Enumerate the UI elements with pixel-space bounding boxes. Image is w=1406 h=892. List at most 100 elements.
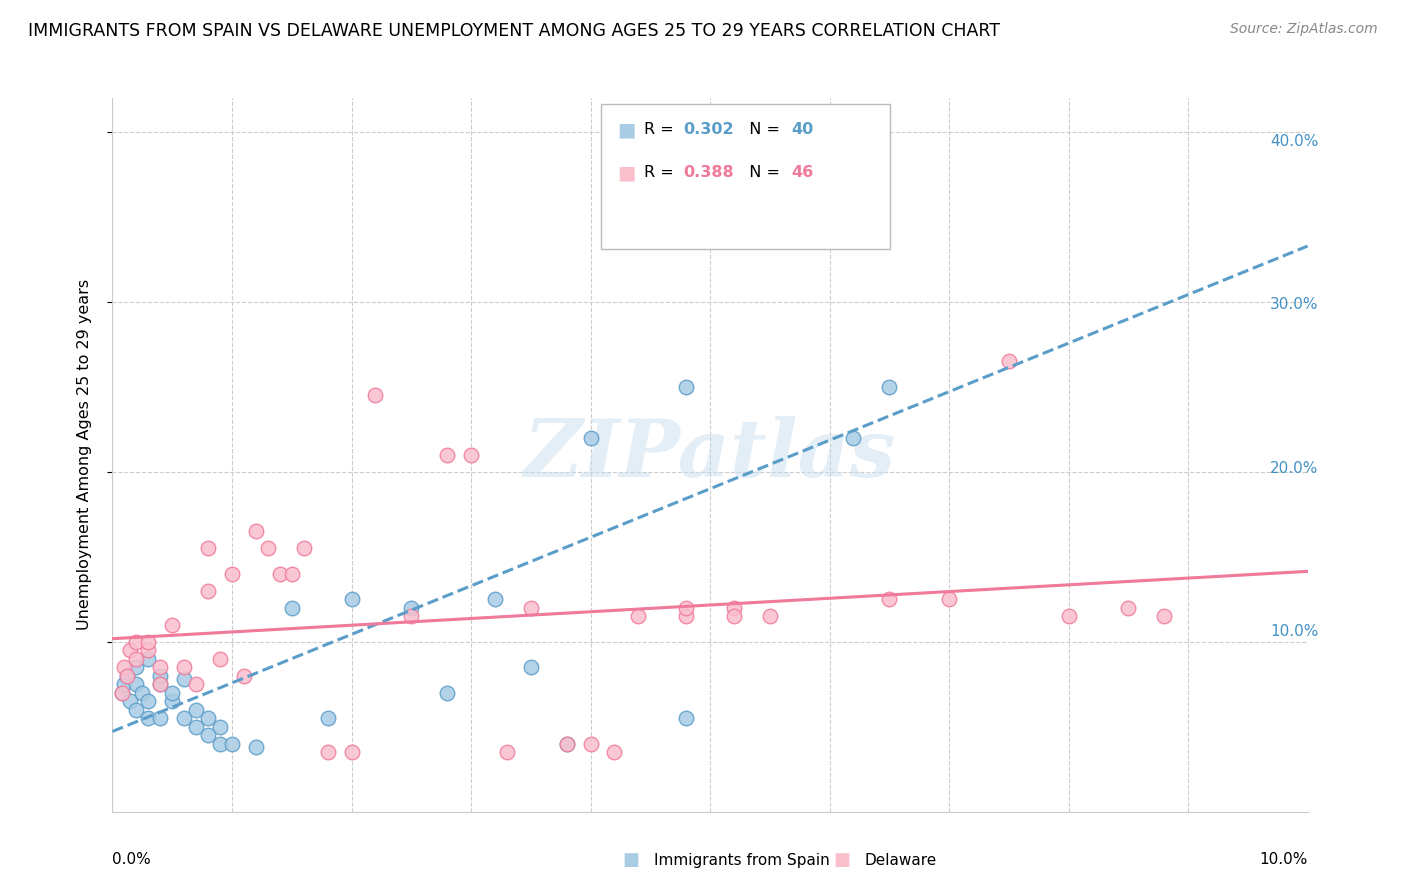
Point bbox=[579, 722, 602, 736]
Text: 40: 40 bbox=[792, 122, 814, 137]
Point bbox=[208, 648, 231, 662]
Text: ■: ■ bbox=[617, 120, 636, 139]
Point bbox=[328, 558, 350, 572]
Point bbox=[546, 648, 568, 662]
Text: ZIPatlas: ZIPatlas bbox=[534, 412, 907, 489]
Point bbox=[360, 730, 382, 744]
Point bbox=[173, 673, 195, 687]
Point bbox=[186, 648, 209, 662]
Point bbox=[307, 533, 329, 548]
Point bbox=[470, 673, 492, 687]
Text: IMMIGRANTS FROM SPAIN VS DELAWARE UNEMPLOYMENT AMONG AGES 25 TO 29 YEARS CORRELA: IMMIGRANTS FROM SPAIN VS DELAWARE UNEMPL… bbox=[28, 22, 1000, 40]
Point bbox=[688, 378, 710, 392]
Point bbox=[731, 591, 754, 605]
Text: 0.302: 0.302 bbox=[683, 122, 734, 137]
Point bbox=[208, 656, 231, 670]
Point bbox=[621, 730, 644, 744]
Text: R =: R = bbox=[644, 122, 679, 137]
Point bbox=[263, 640, 285, 654]
Point bbox=[295, 516, 318, 531]
Point bbox=[1091, 591, 1114, 605]
Y-axis label: Unemployment Among Ages 25 to 29 years: Unemployment Among Ages 25 to 29 years bbox=[77, 275, 91, 626]
Point bbox=[328, 591, 350, 605]
Point bbox=[197, 624, 219, 638]
Point bbox=[191, 673, 214, 687]
Text: ■: ■ bbox=[834, 851, 851, 869]
Point bbox=[208, 664, 231, 679]
Text: ■: ■ bbox=[623, 851, 640, 869]
Point bbox=[274, 558, 297, 572]
Point bbox=[197, 681, 219, 695]
Point bbox=[186, 689, 209, 703]
Text: ■: ■ bbox=[617, 163, 636, 182]
Point bbox=[731, 599, 754, 613]
Point bbox=[274, 722, 297, 736]
Point bbox=[763, 165, 786, 179]
Point bbox=[231, 659, 253, 673]
Point bbox=[524, 730, 547, 744]
Point bbox=[176, 648, 198, 662]
Point bbox=[208, 697, 231, 711]
Point bbox=[688, 599, 710, 613]
Point bbox=[208, 664, 231, 679]
Point bbox=[177, 656, 200, 670]
Text: 0.388: 0.388 bbox=[683, 165, 734, 180]
Point bbox=[252, 533, 274, 548]
Text: N =: N = bbox=[740, 122, 786, 137]
Point bbox=[295, 724, 318, 739]
Point bbox=[873, 378, 896, 392]
Point bbox=[382, 730, 405, 744]
Point bbox=[841, 427, 863, 442]
Point bbox=[284, 656, 307, 670]
Point bbox=[181, 632, 204, 646]
Point bbox=[219, 681, 242, 695]
Point bbox=[600, 722, 623, 736]
Point bbox=[186, 640, 209, 654]
Text: 46: 46 bbox=[792, 165, 814, 180]
Point bbox=[252, 697, 274, 711]
Point bbox=[173, 673, 195, 687]
Point bbox=[263, 705, 285, 719]
Point bbox=[437, 599, 460, 613]
Point bbox=[231, 648, 253, 662]
Text: N =: N = bbox=[740, 165, 786, 180]
Point bbox=[382, 582, 405, 597]
Point bbox=[263, 722, 285, 736]
Point bbox=[1123, 599, 1146, 613]
Point bbox=[240, 705, 263, 719]
Point bbox=[981, 353, 1004, 368]
Text: 0.0%: 0.0% bbox=[112, 852, 152, 867]
Point bbox=[197, 640, 219, 654]
Point bbox=[644, 599, 666, 613]
Point bbox=[181, 681, 204, 695]
Point bbox=[688, 697, 710, 711]
Point bbox=[219, 673, 242, 687]
Point bbox=[252, 574, 274, 589]
Point bbox=[176, 664, 198, 679]
Point bbox=[177, 656, 200, 670]
Text: R =: R = bbox=[644, 165, 679, 180]
Point bbox=[688, 591, 710, 605]
Point bbox=[186, 664, 209, 679]
Point bbox=[763, 599, 786, 613]
Point bbox=[928, 582, 950, 597]
Point bbox=[546, 591, 568, 605]
Point bbox=[231, 697, 253, 711]
Point bbox=[252, 714, 274, 728]
Point bbox=[437, 591, 460, 605]
Point bbox=[240, 689, 263, 703]
Text: Delaware: Delaware bbox=[865, 853, 936, 868]
Text: Source: ZipAtlas.com: Source: ZipAtlas.com bbox=[1230, 22, 1378, 37]
Point bbox=[1036, 599, 1059, 613]
Point bbox=[219, 607, 242, 621]
Text: Immigrants from Spain: Immigrants from Spain bbox=[654, 853, 830, 868]
Text: 10.0%: 10.0% bbox=[1260, 852, 1308, 867]
Point bbox=[186, 624, 209, 638]
Point bbox=[492, 443, 515, 458]
Point bbox=[470, 443, 492, 458]
Point bbox=[360, 697, 382, 711]
Point bbox=[240, 664, 263, 679]
Point bbox=[197, 697, 219, 711]
Point bbox=[405, 386, 427, 401]
Point bbox=[579, 722, 602, 736]
